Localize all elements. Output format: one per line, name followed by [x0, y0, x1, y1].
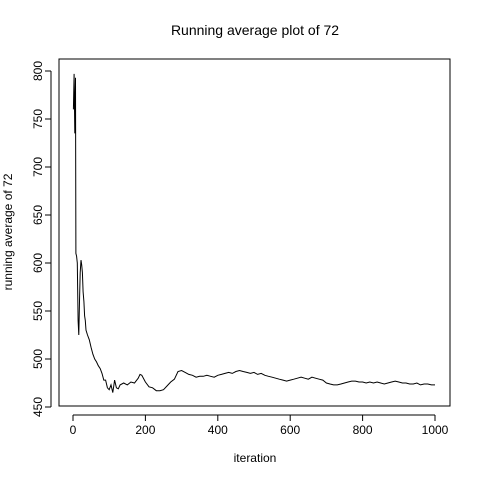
plot-frame: [58, 58, 451, 407]
x-tick-label: 1000: [422, 423, 449, 437]
x-tick-label: 0: [70, 423, 77, 437]
y-tick-label: 450: [31, 397, 45, 417]
y-tick-label: 550: [31, 301, 45, 321]
x-axis: 0 200 400 600 800 1000: [70, 414, 449, 437]
y-tick-label: 750: [31, 109, 45, 129]
x-tick-label: 400: [208, 423, 228, 437]
y-tick-label: 600: [31, 253, 45, 273]
x-tick-label: 200: [135, 423, 155, 437]
y-tick-label: 650: [31, 205, 45, 225]
y-tick-label: 500: [31, 349, 45, 369]
y-axis: 450 500 550 600 650 700 750 800: [31, 61, 52, 417]
y-axis-label: running average of 72: [1, 173, 15, 290]
x-tick-label: 800: [353, 423, 373, 437]
chart-title: Running average plot of 72: [171, 22, 339, 38]
x-axis-label: iteration: [234, 451, 277, 465]
y-tick-label: 700: [31, 157, 45, 177]
series-line: [72, 73, 435, 393]
x-tick-label: 600: [280, 423, 300, 437]
y-tick-label: 800: [31, 61, 45, 81]
